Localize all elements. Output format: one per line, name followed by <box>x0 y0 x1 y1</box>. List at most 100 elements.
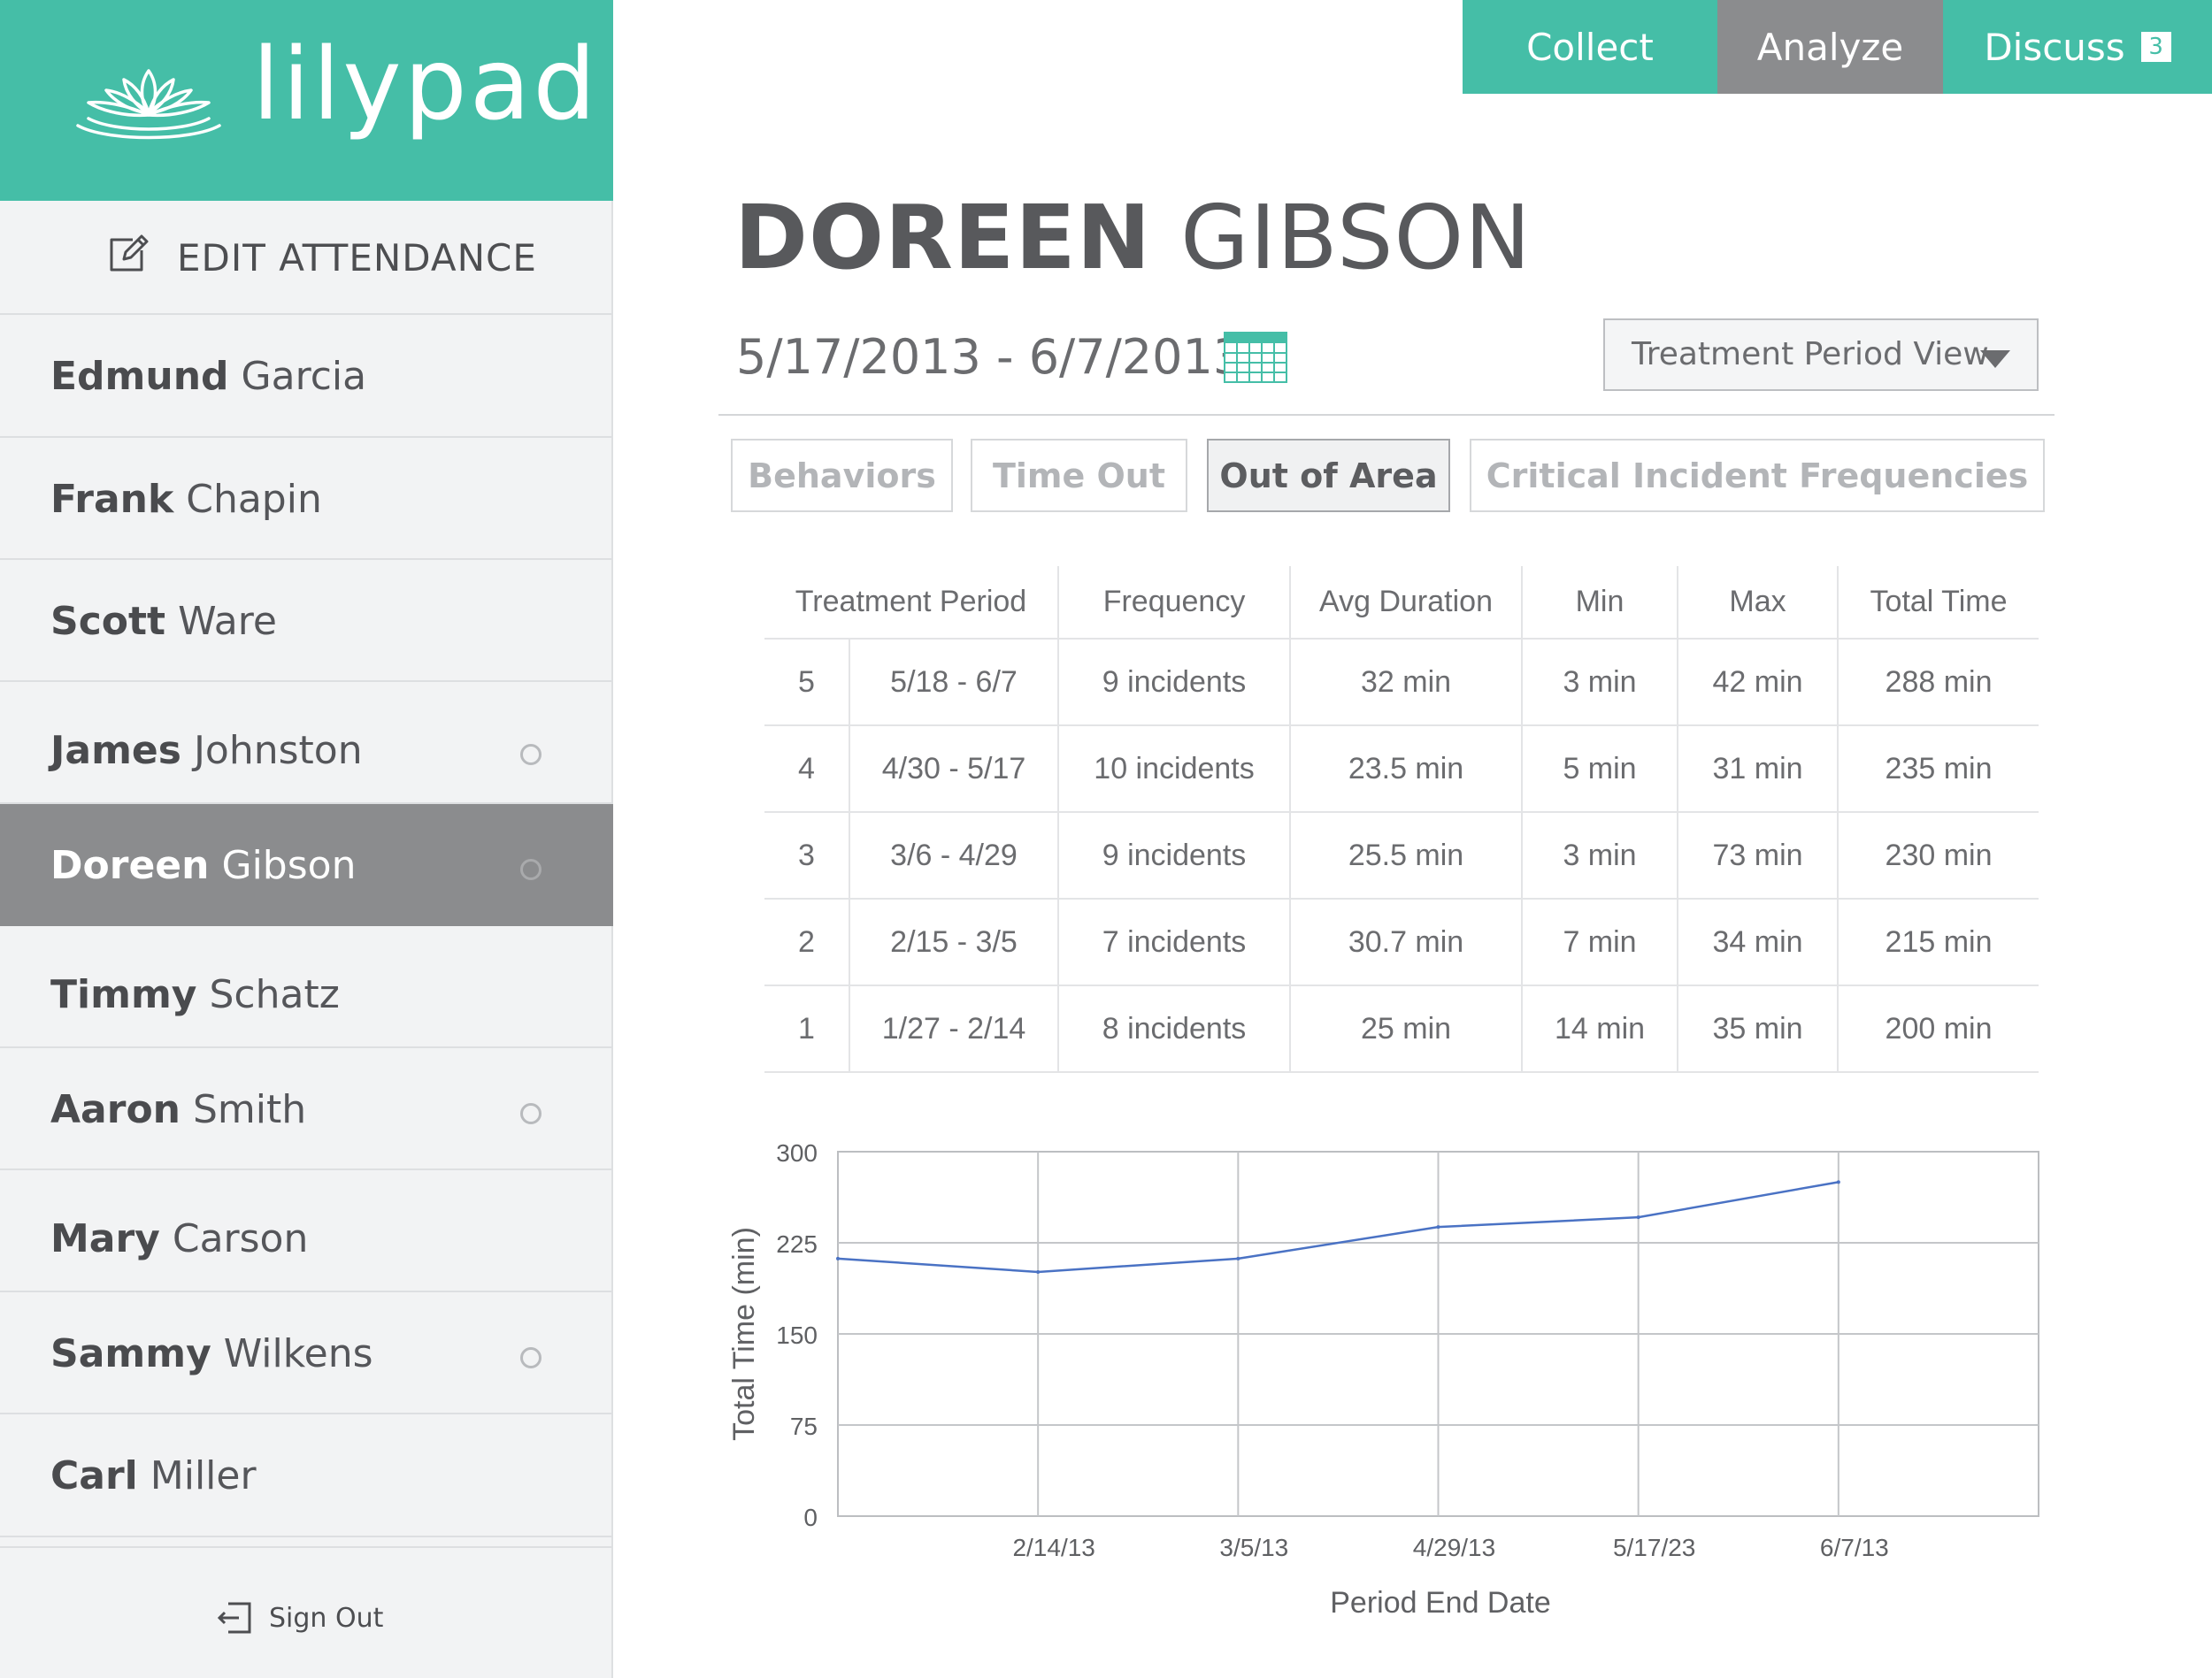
header-treatment-period: Treatment Period <box>764 566 1059 640</box>
cell-period-number: 1 <box>764 985 849 1073</box>
cell-min: 5 min <box>1521 725 1678 813</box>
y-tick-label: 0 <box>803 1504 818 1531</box>
subtab-out-of-area[interactable]: Out of Area <box>1207 439 1450 512</box>
tab-discuss[interactable]: Discuss 3 <box>1943 0 2212 94</box>
view-select-value: Treatment Period View <box>1632 336 1989 372</box>
cell-max: 42 min <box>1677 639 1839 726</box>
x-axis-title: Period End Date <box>1330 1586 1551 1620</box>
cell-min: 14 min <box>1521 985 1678 1073</box>
student-name-label: Timmy Schatz <box>50 972 340 1017</box>
student-item-frank-chapin[interactable]: Frank Chapin <box>0 438 613 560</box>
student-name-label: Doreen Gibson <box>50 843 356 888</box>
data-point <box>1236 1256 1240 1260</box>
student-name-label: Mary Carson <box>50 1216 308 1261</box>
table-row: 2 2/15 - 3/5 7 incidents 30.7 min 7 min 34 mi… <box>764 899 2039 986</box>
sign-out-icon <box>217 1602 251 1634</box>
table-header-row: Treatment Period Frequency Avg Duration … <box>764 566 2039 640</box>
student-item-james-johnston[interactable]: James Johnston <box>0 682 613 804</box>
student-first-name: Sammy <box>50 1331 211 1376</box>
student-first-name: Scott <box>50 599 166 644</box>
sidebar: lilypad EDIT ATTENDANCE Edmund Garcia Fra… <box>0 0 613 1678</box>
data-point <box>1836 1180 1840 1184</box>
data-point <box>836 1256 840 1260</box>
student-last-name: Wilkens <box>223 1331 373 1376</box>
cell-frequency: 9 incidents <box>1057 639 1291 726</box>
student-last-name: Carson <box>172 1216 309 1261</box>
y-tick-label: 300 <box>776 1139 818 1167</box>
student-item-aaron-smith[interactable]: Aaron Smith <box>0 1048 613 1170</box>
student-item-sammy-wilkens[interactable]: Sammy Wilkens <box>0 1292 613 1414</box>
student-last-name: Ware <box>178 599 277 644</box>
cell-min: 3 min <box>1521 639 1678 726</box>
student-first-name: Doreen <box>50 843 210 888</box>
cell-avg-duration: 32 min <box>1289 639 1523 726</box>
student-name-label: Edmund Garcia <box>50 354 366 399</box>
calendar-icon[interactable] <box>1224 332 1287 383</box>
student-last-name: Smith <box>193 1087 307 1132</box>
cell-avg-duration: 25.5 min <box>1289 812 1523 900</box>
student-first-name: James <box>50 728 181 773</box>
student-name-label: Carl Miller <box>50 1453 257 1498</box>
cell-period-number: 5 <box>764 639 849 726</box>
lotus-logo-icon <box>76 69 221 140</box>
cell-max: 31 min <box>1677 725 1839 813</box>
student-name-label: James Johnston <box>50 728 363 773</box>
subtab-critical-incident-frequencies[interactable]: Critical Incident Frequencies <box>1470 439 2045 512</box>
cell-min: 3 min <box>1521 812 1678 900</box>
student-name: DOREEN GIBSON <box>734 186 1532 289</box>
data-point <box>1436 1225 1440 1230</box>
header-total-time: Total Time <box>1837 566 2039 640</box>
tab-analyze[interactable]: Analyze <box>1717 0 1943 94</box>
table-body: 5 5/18 - 6/7 9 incidents 32 min 3 min 42 min 2… <box>764 639 2039 1073</box>
cell-period-number: 4 <box>764 725 849 813</box>
header-avg-duration: Avg Duration <box>1289 566 1523 640</box>
plot-area <box>837 1151 2039 1517</box>
cell-frequency: 7 incidents <box>1057 899 1291 986</box>
logo[interactable]: lilypad <box>0 0 613 201</box>
cell-avg-duration: 25 min <box>1289 985 1523 1073</box>
subtab-behaviors[interactable]: Behaviors <box>731 439 953 512</box>
student-item-timmy-schatz[interactable]: Timmy Schatz <box>0 926 613 1048</box>
student-item-scott-ware[interactable]: Scott Ware <box>0 560 613 682</box>
header-min: Min <box>1521 566 1678 640</box>
student-last-name: GIBSON <box>1180 186 1532 289</box>
status-dot-icon <box>520 859 541 880</box>
cell-period-dates: 3/6 - 4/29 <box>848 812 1059 900</box>
table-row: 4 4/30 - 5/17 10 incidents 23.5 min 5 min 31 … <box>764 725 2039 813</box>
student-item-mary-carson[interactable]: Mary Carson <box>0 1170 613 1292</box>
student-item-carl-miller[interactable]: Carl Miller <box>0 1414 613 1537</box>
header-divider <box>718 414 2055 416</box>
student-name-label: Sammy Wilkens <box>50 1331 373 1376</box>
x-tick-label: 5/17/23 <box>1613 1534 1695 1561</box>
student-last-name: Garcia <box>241 354 367 399</box>
data-point <box>1036 1269 1041 1274</box>
tab-collect[interactable]: Collect <box>1463 0 1717 94</box>
view-select[interactable]: Treatment Period View <box>1603 318 2039 391</box>
table-row: 5 5/18 - 6/7 9 incidents 32 min 3 min 42 min 2… <box>764 639 2039 726</box>
cell-max: 34 min <box>1677 899 1839 986</box>
date-range: 5/17/2013 - 6/7/2013 <box>736 329 1244 385</box>
cell-max: 35 min <box>1677 985 1839 1073</box>
x-tick-label: 4/29/13 <box>1413 1534 1495 1561</box>
student-first-name: Aaron <box>50 1087 180 1132</box>
cell-total-time: 200 min <box>1837 985 2039 1073</box>
student-first-name: Frank <box>50 477 174 522</box>
app-name: lilypad <box>252 27 599 142</box>
sign-out-label: Sign Out <box>269 1603 384 1634</box>
header-frequency: Frequency <box>1057 566 1291 640</box>
cell-min: 7 min <box>1521 899 1678 986</box>
sign-out-button[interactable]: Sign Out <box>0 1546 613 1678</box>
table-row: 3 3/6 - 4/29 9 incidents 25.5 min 3 min 73 mi… <box>764 812 2039 900</box>
edit-attendance-button[interactable]: EDIT ATTENDANCE <box>0 201 613 315</box>
student-name-label: Aaron Smith <box>50 1087 306 1132</box>
cell-max: 73 min <box>1677 812 1839 900</box>
student-item-edmund-garcia[interactable]: Edmund Garcia <box>0 315 613 438</box>
student-name-label: Frank Chapin <box>50 477 322 522</box>
student-item-doreen-gibson[interactable]: Doreen Gibson <box>0 804 613 926</box>
cell-frequency: 8 incidents <box>1057 985 1291 1073</box>
edit-icon <box>110 234 149 272</box>
cell-period-dates: 5/18 - 6/7 <box>848 639 1059 726</box>
cell-avg-duration: 30.7 min <box>1289 899 1523 986</box>
x-tick-label: 3/5/13 <box>1219 1534 1288 1561</box>
subtab-time-out[interactable]: Time Out <box>971 439 1187 512</box>
